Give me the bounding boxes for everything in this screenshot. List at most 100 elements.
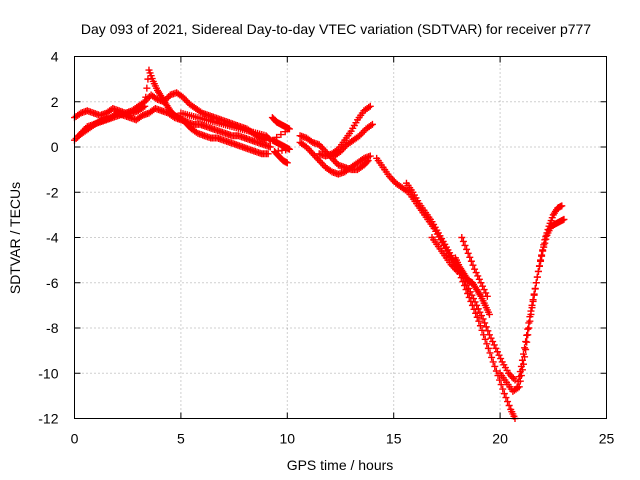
x-tick-label: 15 xyxy=(386,431,402,447)
data-point xyxy=(315,157,323,165)
data-point xyxy=(309,150,317,158)
data-point xyxy=(495,351,503,359)
data-point xyxy=(473,301,481,309)
data-point xyxy=(504,398,512,406)
y-tick-label: -8 xyxy=(46,320,59,336)
data-point xyxy=(532,279,540,287)
data-point xyxy=(493,348,501,356)
data-point xyxy=(139,103,147,111)
data-point xyxy=(477,279,485,287)
series-sat-track-c xyxy=(75,105,274,151)
data-point xyxy=(277,131,285,139)
data-point xyxy=(486,349,494,357)
data-point xyxy=(483,340,491,348)
x-tick-labels: 0 5 10 15 20 25 xyxy=(71,431,615,447)
y-axis-title: SDTVAR / TECUs xyxy=(7,182,23,294)
data-point xyxy=(479,282,487,290)
data-point xyxy=(484,344,492,352)
data-point xyxy=(534,267,542,275)
data-point xyxy=(481,319,489,327)
series-sat-track-n xyxy=(458,234,491,300)
data-point xyxy=(491,362,499,370)
data-point xyxy=(514,378,522,386)
data-point xyxy=(142,93,150,101)
data-point xyxy=(182,97,190,105)
data-point xyxy=(470,295,477,303)
data-point xyxy=(513,383,521,391)
data-point xyxy=(467,257,475,265)
data-point xyxy=(314,155,322,163)
data-point xyxy=(518,356,526,364)
data-point xyxy=(471,298,479,306)
data-point xyxy=(480,286,488,294)
data-point xyxy=(359,128,367,136)
data-point xyxy=(485,331,493,339)
data-point xyxy=(475,317,483,325)
data-point xyxy=(537,257,545,265)
data-point xyxy=(318,160,326,168)
data-point xyxy=(526,313,534,321)
data-point xyxy=(489,338,497,346)
axis-ticks xyxy=(74,56,607,419)
data-point xyxy=(485,310,493,318)
data-point xyxy=(484,327,492,335)
data-point xyxy=(264,150,272,158)
data-point xyxy=(266,143,274,151)
data-point xyxy=(480,331,488,339)
data-point xyxy=(366,152,374,160)
y-tick-label: -2 xyxy=(46,184,59,200)
data-point xyxy=(476,308,484,316)
data-point xyxy=(468,291,476,299)
data-point xyxy=(474,305,482,313)
data-point xyxy=(476,322,484,330)
data-point xyxy=(525,319,533,327)
data-point xyxy=(529,296,537,304)
data-point xyxy=(505,401,513,409)
data-point xyxy=(531,284,539,292)
data-point xyxy=(471,265,479,273)
data-point xyxy=(367,122,375,130)
data-point xyxy=(461,241,469,249)
series-sat-track-j xyxy=(373,154,519,422)
data-point xyxy=(315,141,323,149)
x-tick-label: 5 xyxy=(177,431,185,447)
data-point xyxy=(541,239,549,247)
data-point xyxy=(487,334,495,342)
data-point xyxy=(499,385,507,393)
y-tick-label: 4 xyxy=(51,49,59,65)
data-point xyxy=(497,355,505,363)
data-point xyxy=(538,252,546,260)
data-point xyxy=(463,245,471,253)
data-point xyxy=(473,313,481,321)
data-point xyxy=(524,325,532,333)
x-tick-label: 25 xyxy=(599,431,615,447)
data-point xyxy=(509,374,517,382)
data-point xyxy=(560,215,568,223)
data-point xyxy=(366,102,374,110)
data-point xyxy=(478,326,486,334)
data-point xyxy=(517,362,525,370)
data-point xyxy=(533,273,541,281)
series-sat-track-l xyxy=(428,234,462,275)
data-point xyxy=(558,202,566,210)
data-point xyxy=(542,235,550,243)
data-point xyxy=(474,272,482,280)
series-sat-track-k xyxy=(402,179,519,384)
data-point xyxy=(530,290,538,298)
data-point xyxy=(483,292,491,300)
data-point xyxy=(472,269,480,277)
series-sat-track-o xyxy=(496,202,566,395)
y-tick-label: -12 xyxy=(38,411,58,427)
data-point xyxy=(540,243,548,251)
data-point xyxy=(535,262,543,270)
data-point xyxy=(368,120,376,128)
data-points xyxy=(71,66,568,422)
data-point xyxy=(307,148,315,156)
y-tick-label: -6 xyxy=(46,275,59,291)
data-point xyxy=(265,135,273,143)
data-point xyxy=(497,381,505,389)
data-point xyxy=(459,237,467,245)
data-point xyxy=(318,144,326,152)
y-tick-label: 0 xyxy=(51,139,59,155)
data-point xyxy=(310,151,318,159)
